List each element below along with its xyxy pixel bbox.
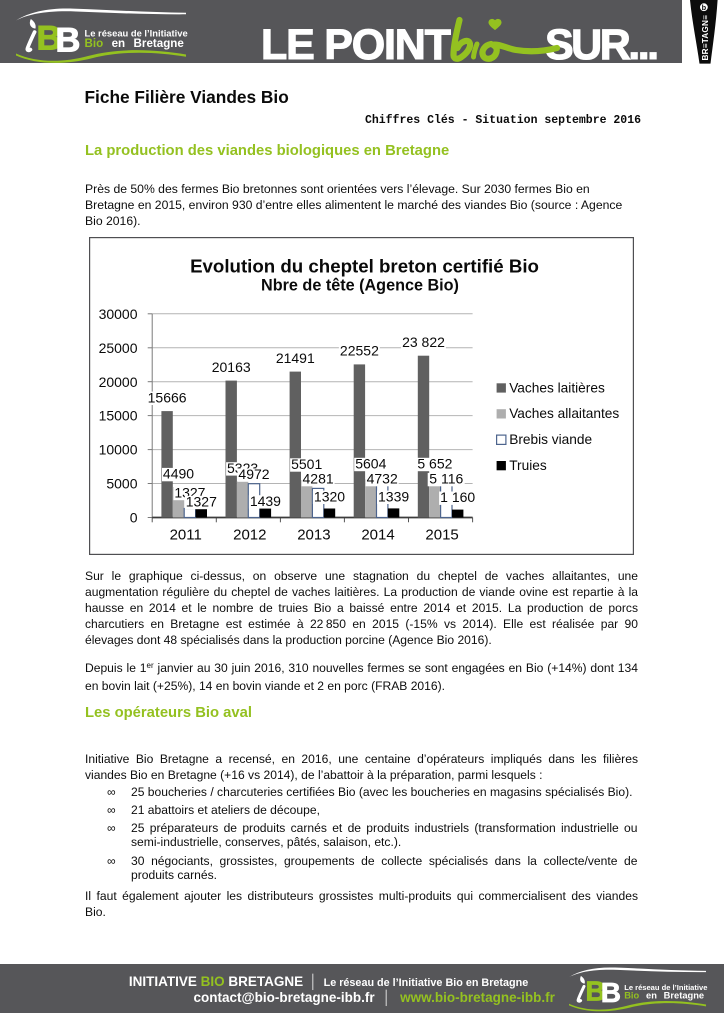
svg-text:Le réseau de l’Initiative: Le réseau de l’Initiative [85,27,188,38]
svg-text:30000: 30000 [99,306,138,322]
svg-text:10000: 10000 [99,442,138,458]
svg-text:5000: 5000 [106,476,137,492]
svg-text:22552: 22552 [340,343,379,359]
svg-text:Bio en Bretagne: Bio en Bretagne [85,37,185,50]
svg-text:Evolution du cheptel breton ce: Evolution du cheptel breton certifié Bio [190,255,539,276]
svg-text:2012: 2012 [233,527,266,544]
svg-text:5501: 5501 [291,456,322,472]
svg-text:15666: 15666 [148,389,187,405]
svg-text:4281: 4281 [303,471,334,487]
svg-text:B: B [37,20,62,58]
svg-text:20000: 20000 [99,374,138,390]
svg-text:5604: 5604 [355,456,386,472]
svg-text:2014: 2014 [361,527,394,544]
svg-text:2013: 2013 [297,527,330,544]
svg-text:B: B [56,22,81,60]
svg-text:Truies: Truies [509,458,547,473]
svg-text:5 652: 5 652 [417,456,452,472]
svg-text:25000: 25000 [99,340,138,356]
svg-text:23 822: 23 822 [402,334,445,350]
svg-text:b: b [702,3,707,12]
svg-text:1327: 1327 [186,494,217,510]
svg-text:15000: 15000 [99,408,138,424]
svg-text:2015: 2015 [425,527,458,544]
svg-text:1320: 1320 [314,488,345,504]
svg-text:1339: 1339 [378,488,409,504]
svg-text:4732: 4732 [367,471,398,487]
svg-text:Nbre de tête (Agence Bio): Nbre de tête (Agence Bio) [261,277,459,295]
svg-text:0: 0 [130,510,138,526]
svg-text:Vaches allaitantes: Vaches allaitantes [509,406,619,421]
svg-text:1 160: 1 160 [440,489,475,505]
svg-text:4972: 4972 [238,466,269,482]
svg-text:2011: 2011 [170,527,202,544]
svg-text:20163: 20163 [212,359,251,375]
svg-text:Vaches laitières: Vaches laitières [509,380,605,395]
svg-text:1439: 1439 [250,493,281,509]
svg-text:Brebis viande: Brebis viande [509,432,592,447]
svg-text:21491: 21491 [276,350,315,366]
svg-text:BR≡TAGN≡: BR≡TAGN≡ [701,15,710,61]
svg-text:4490: 4490 [163,466,194,482]
svg-text:5 116: 5 116 [429,471,463,487]
